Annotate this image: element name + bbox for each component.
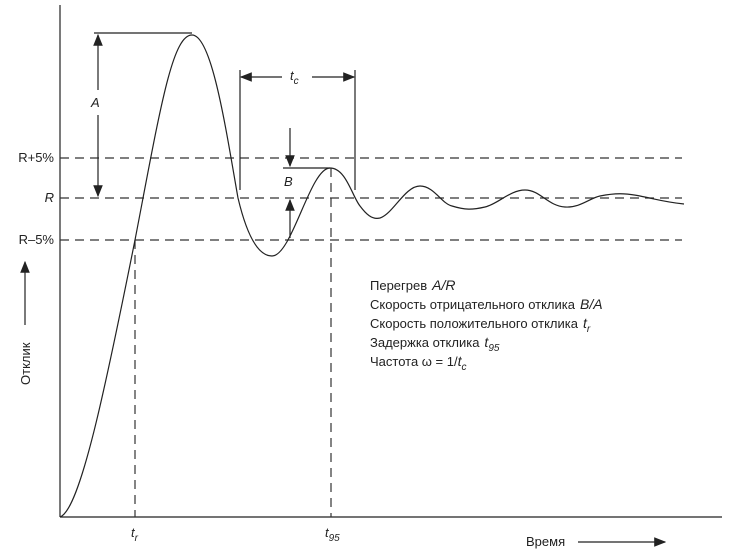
level-label: R–5% xyxy=(19,232,55,247)
x-mark: tr xyxy=(131,525,139,544)
note: Задержка отклика t95 xyxy=(370,334,500,354)
note: Скорость положительного отклика tr xyxy=(370,315,591,335)
response-curve xyxy=(59,34,685,518)
mark-b: B xyxy=(284,174,293,189)
note: Скорость отрицательного отклика B/A xyxy=(370,296,603,312)
mark-tc: tc xyxy=(290,68,299,87)
x-mark: t95 xyxy=(325,525,340,544)
note: Частота ω = 1/tc xyxy=(370,353,467,373)
x-label: Время xyxy=(526,534,565,549)
level-label: R+5% xyxy=(18,150,54,165)
note: Перегрев A/R xyxy=(370,277,456,293)
notes: Перегрев A/R Скорость отрицательного откли… xyxy=(370,277,603,373)
level-label: R xyxy=(45,190,54,205)
y-label: Отклик xyxy=(18,342,33,385)
mark-a: A xyxy=(90,95,100,110)
